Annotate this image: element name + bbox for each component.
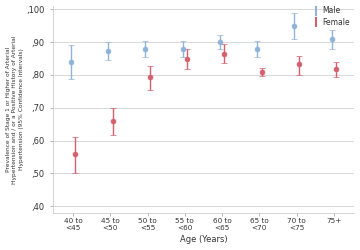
Legend: Male, Female: Male, Female [311,6,351,28]
Y-axis label: Prevalence of Stage 1 or Higher of Arterial
Hypertension and / or a Positive His: Prevalence of Stage 1 or Higher of Arter… [5,35,24,184]
X-axis label: Age (Years): Age (Years) [180,236,227,244]
